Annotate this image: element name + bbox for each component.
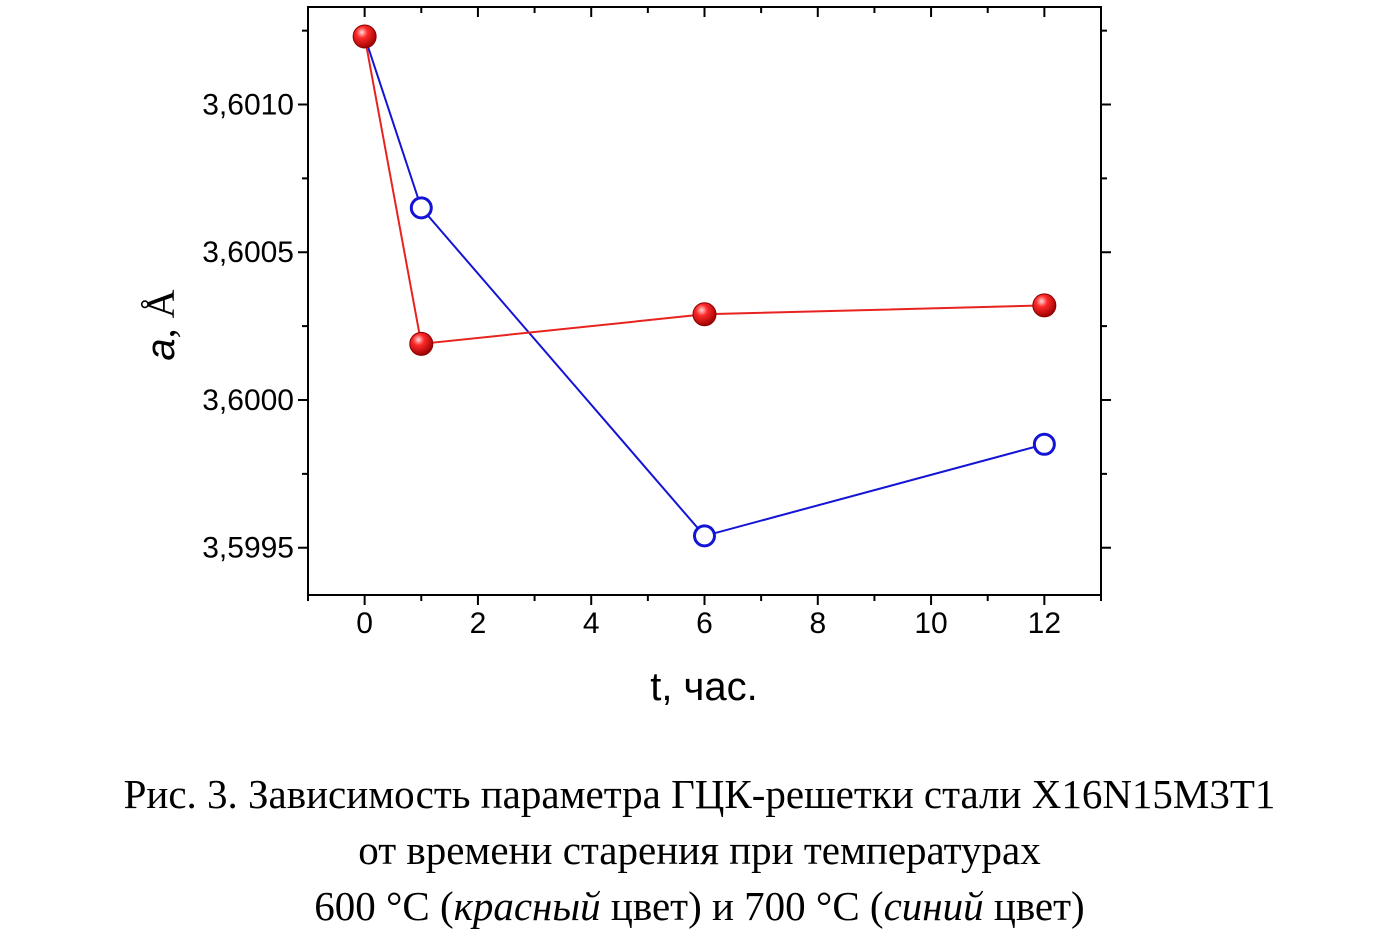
series-600C-line <box>363 36 1045 345</box>
series-700C-point <box>693 524 716 548</box>
caption-line-1: Рис. 3. Зависимость параметра ГЦК-решетк… <box>123 771 1276 817</box>
caption-line-3: 600 °С (красный цвет) и 700 °С (синий цв… <box>0 878 1399 934</box>
plot-frame <box>307 6 1102 596</box>
x-axis-title: t, час. <box>650 665 758 709</box>
x-tick-label: 6 <box>696 607 713 640</box>
series-700C-line <box>363 36 1045 538</box>
x-tick-label: 12 <box>1028 607 1061 640</box>
series-layer <box>352 24 1057 548</box>
x-tick-label: 2 <box>470 607 487 640</box>
y-tick-label: 3,6005 <box>202 236 294 269</box>
y-axis-title-rest: , Å <box>138 289 183 338</box>
caption-red-word: красный <box>453 883 601 929</box>
series-700C-point <box>409 196 433 220</box>
y-axis-title-italic: a <box>139 338 183 360</box>
x-tick-label: 0 <box>356 607 373 640</box>
axes: 0 2 4 6 8 10 12 3,5995 3,6000 3,6005 3,6010 <box>202 6 1111 640</box>
y-axis-title: a, Å <box>138 289 183 360</box>
series-600C-point <box>692 302 717 327</box>
figure-caption: Рис. 3. Зависимость параметра ГЦК-решетк… <box>0 766 1399 934</box>
caption-line-3-a: 600 °С ( <box>314 883 454 929</box>
y-tick-label: 3,6010 <box>202 89 294 122</box>
caption-line-3-c: цвет) и 700 °С ( <box>600 883 884 929</box>
series-600C-point <box>1032 293 1057 318</box>
caption-line-2: от времени старения при температурах <box>358 827 1041 873</box>
series-600C-point <box>409 331 434 356</box>
series-600C-point <box>352 24 377 49</box>
x-tick-label: 10 <box>914 607 947 640</box>
y-tick-label: 3,6000 <box>202 384 294 417</box>
series-700C-point <box>1032 432 1056 456</box>
x-tick-label: 8 <box>809 607 826 640</box>
caption-line-3-e: цвет) <box>983 883 1085 929</box>
caption-blue-word: синий <box>883 883 984 929</box>
chart: 0 2 4 6 8 10 12 3,5995 3,6000 3,6005 3,6010 t, час… <box>138 6 1111 709</box>
y-tick-label: 3,5995 <box>202 532 294 565</box>
x-tick-label: 4 <box>583 607 600 640</box>
